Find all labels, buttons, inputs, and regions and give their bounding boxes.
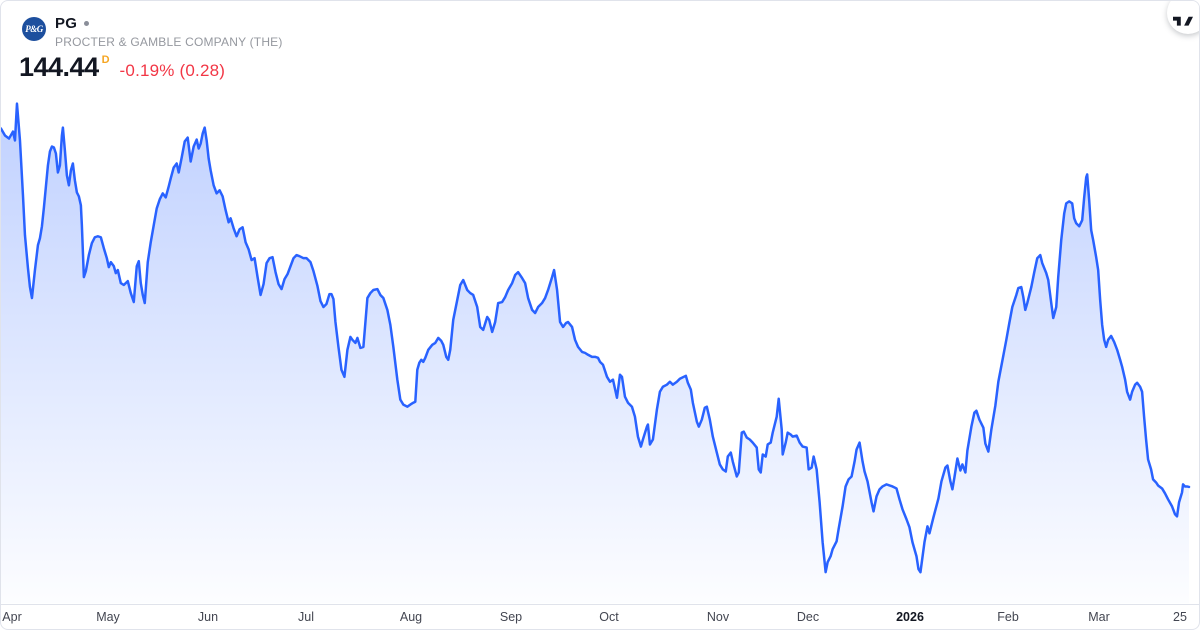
company-logo[interactable]: P&G bbox=[22, 17, 46, 41]
axis-tick-25: 25 bbox=[1173, 610, 1187, 624]
price-area bbox=[1, 103, 1190, 604]
axis-tick-sep: Sep bbox=[499, 610, 523, 624]
axis-tick-may: May bbox=[96, 610, 120, 624]
time-axis[interactable]: Apr May Jun Jul Aug Sep Oct Nov Dec 2026 Feb Mar 25 bbox=[1, 610, 1199, 629]
last-price: 144.44 bbox=[19, 52, 99, 82]
axis-tick-dec: Dec bbox=[796, 610, 820, 624]
ticker-row: PG bbox=[55, 16, 283, 31]
axis-tick-oct: Oct bbox=[599, 610, 619, 624]
tradingview-icon bbox=[1173, 16, 1193, 26]
axis-tick-2026: 2026 bbox=[896, 610, 924, 624]
company-logo-text: P&G bbox=[25, 24, 43, 34]
axis-tick-jul: Jul bbox=[298, 610, 314, 624]
axis-tick-feb: Feb bbox=[997, 610, 1019, 624]
price-row: 144.44 D -0.19% (0.28) bbox=[19, 52, 226, 83]
price-line bbox=[1, 102, 1191, 574]
interval-badge[interactable]: D bbox=[101, 54, 110, 66]
axis-tick-aug: Aug bbox=[399, 610, 423, 624]
title-block: PG PROCTER & GAMBLE COMPANY (THE) bbox=[55, 16, 283, 49]
axis-tick-jun: Jun bbox=[197, 610, 219, 624]
price-change: -0.19% (0.28) bbox=[119, 61, 226, 80]
axis-tick-mar: Mar bbox=[1088, 610, 1110, 624]
company-name: PROCTER & GAMBLE COMPANY (THE) bbox=[55, 35, 283, 49]
time-axis-separator bbox=[1, 604, 1199, 605]
widget-header: P&G PG PROCTER & GAMBLE COMPANY (THE) bbox=[22, 16, 283, 49]
ticker-symbol[interactable]: PG bbox=[55, 15, 78, 32]
axis-tick-nov: Nov bbox=[706, 610, 730, 624]
market-status-dot-icon bbox=[84, 21, 90, 26]
axis-tick-apr: Apr bbox=[2, 610, 22, 624]
